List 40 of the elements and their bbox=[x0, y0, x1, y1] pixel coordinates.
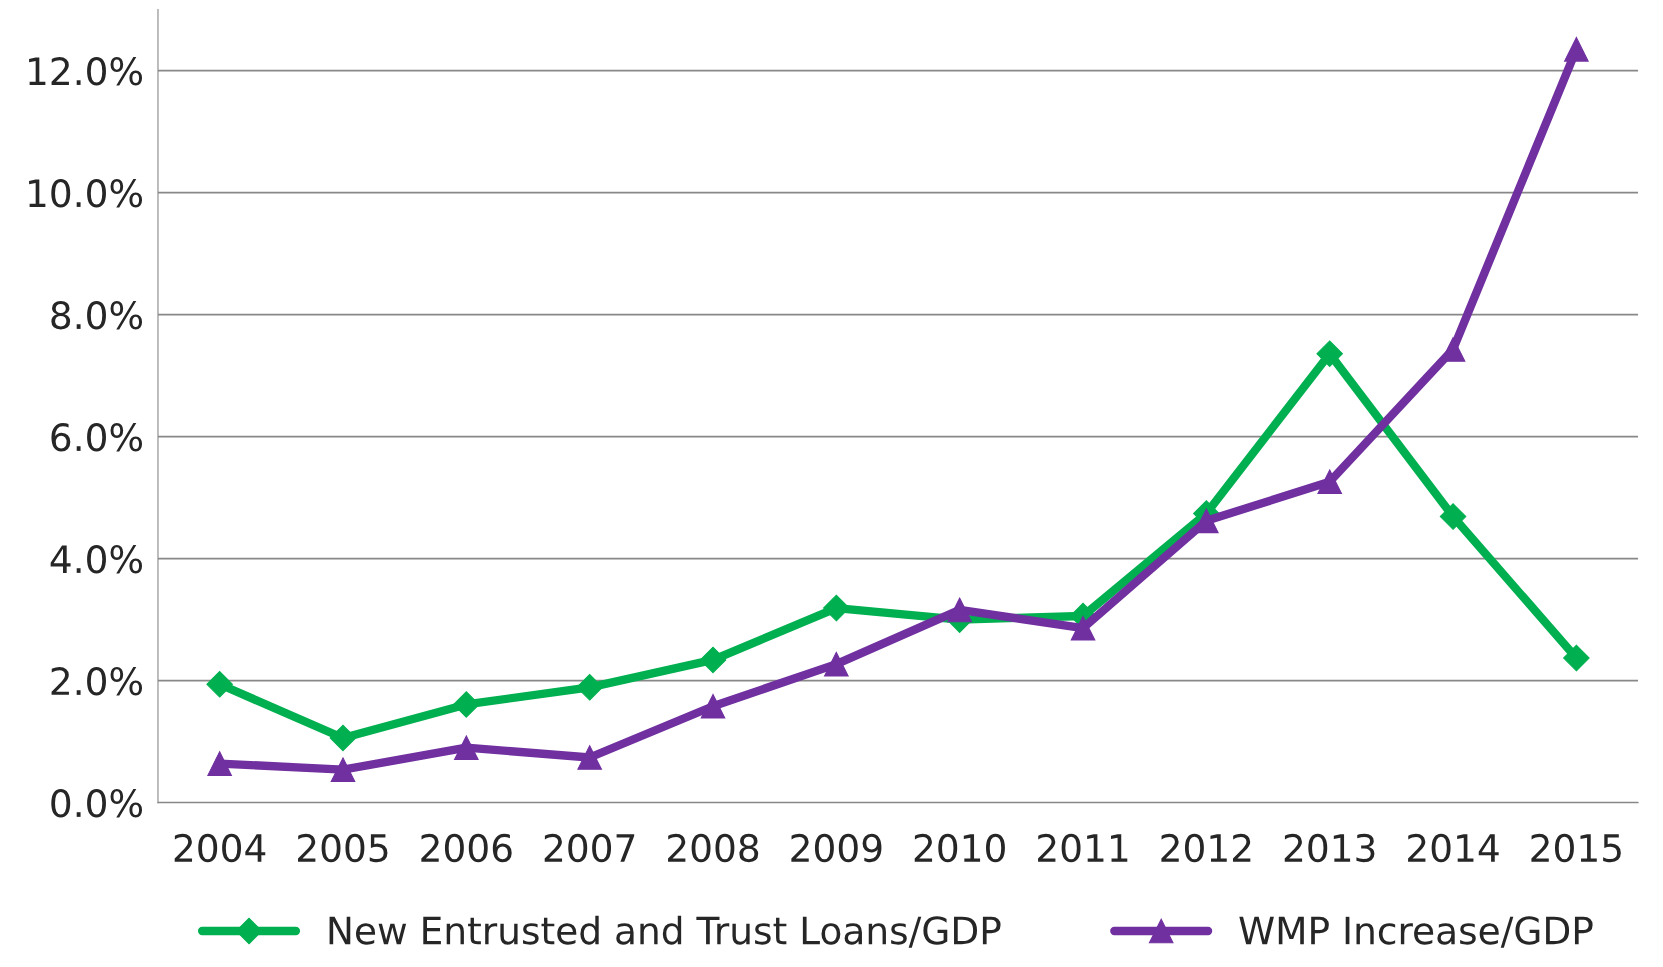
y-tick-label: 8.0% bbox=[51, 301, 143, 330]
point bbox=[454, 735, 479, 761]
x-tick-label: 2005 bbox=[298, 833, 388, 863]
x-tick-label: 2009 bbox=[791, 833, 882, 863]
x-tick-label: 2010 bbox=[914, 833, 1005, 863]
point bbox=[947, 597, 973, 623]
point bbox=[1439, 503, 1467, 530]
x-tick-label: 2011 bbox=[1038, 833, 1128, 863]
x-tick-label: 2015 bbox=[1531, 833, 1621, 863]
x-tick-label: 2012 bbox=[1161, 833, 1251, 863]
point bbox=[824, 651, 849, 677]
point bbox=[1316, 340, 1343, 367]
y-tick-label: 12.0% bbox=[29, 57, 143, 86]
point bbox=[700, 693, 726, 719]
x-tick-label: 2004 bbox=[174, 833, 266, 863]
y-tick-label: 0.0% bbox=[51, 789, 143, 818]
point bbox=[1564, 36, 1589, 62]
x-tick-label: 2008 bbox=[668, 833, 759, 863]
point bbox=[453, 691, 480, 718]
y-tick-label: 4.0% bbox=[50, 545, 143, 574]
point bbox=[576, 674, 603, 701]
point bbox=[577, 745, 602, 770]
point bbox=[699, 646, 727, 674]
x-tick-label: 2014 bbox=[1408, 833, 1499, 863]
x-tick-label: 2007 bbox=[544, 833, 635, 863]
legend-label: New Entrusted and Trust Loans/GDP bbox=[329, 915, 1001, 948]
x-tick-label: 2006 bbox=[421, 833, 512, 863]
point bbox=[330, 757, 356, 782]
point bbox=[1317, 469, 1343, 495]
y-tick-label: 2.0% bbox=[51, 667, 143, 696]
point bbox=[1563, 644, 1590, 672]
point bbox=[206, 670, 233, 698]
point bbox=[329, 724, 357, 752]
legend-label: WMP Increase/GDP bbox=[1239, 916, 1593, 948]
y-tick-label: 6.0% bbox=[51, 423, 143, 452]
point bbox=[1070, 615, 1096, 641]
point bbox=[823, 594, 850, 622]
y-tick-label: 10.0% bbox=[29, 179, 143, 208]
x-tick-label: 2013 bbox=[1284, 833, 1375, 863]
point bbox=[207, 751, 232, 776]
